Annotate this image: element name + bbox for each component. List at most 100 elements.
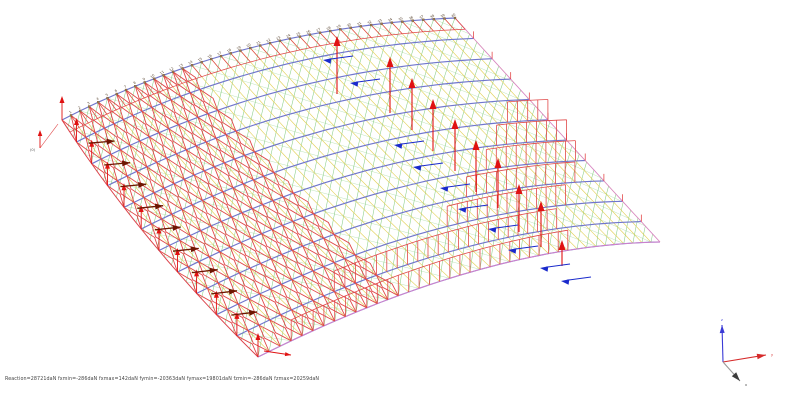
- chord-line: [444, 18, 652, 243]
- load-diamond-chain: [116, 93, 325, 327]
- edge-node-marker: [380, 22, 383, 25]
- flow-arrow-head: [350, 81, 359, 87]
- green-diagonal-line: [398, 25, 463, 296]
- edge-node-label: 24: [285, 33, 291, 39]
- edge-node-label: 21: [256, 40, 262, 46]
- green-diagonal-line: [163, 58, 212, 257]
- edge-node-label: 15: [197, 57, 203, 63]
- edge-comb-tooth: [360, 26, 372, 38]
- edge-comb-tooth: [444, 18, 455, 30]
- edge-node-label: 35: [398, 16, 404, 22]
- chord-line: [370, 24, 587, 248]
- load-comb-spine: [486, 140, 576, 150]
- edge-comb-tooth: [422, 19, 434, 32]
- load-diamond-chain: [107, 97, 314, 331]
- chord-line: [191, 64, 409, 293]
- edge-comb-tooth: [107, 97, 117, 111]
- reaction-arrow-span-head: [138, 182, 147, 188]
- edge-node-marker: [390, 21, 393, 24]
- edge-node-marker: [422, 18, 425, 21]
- flow-arrow-head: [488, 227, 497, 233]
- flow-arrow-shaft: [399, 140, 425, 145]
- edge-node-marker: [69, 114, 73, 117]
- chord-line: [70, 115, 270, 352]
- edge-node-label: 8: [133, 81, 137, 85]
- load-diamond-chain: [134, 86, 346, 317]
- triad-axis-x-label: x: [745, 383, 747, 387]
- edge-comb-tooth: [240, 50, 251, 63]
- load-comb-spine: [291, 229, 568, 321]
- edge-comb-tooth: [230, 53, 241, 65]
- green-diagonal-line: [201, 45, 261, 299]
- edge-node-label: 3: [86, 101, 90, 105]
- edge-node-marker: [162, 74, 165, 77]
- edge-comb-tooth: [144, 82, 155, 95]
- load-diamond-chain: [144, 82, 357, 313]
- edge-node-label: 27: [316, 27, 322, 33]
- flow-arrow-head: [540, 266, 549, 272]
- edge-comb-tooth: [279, 40, 291, 53]
- edge-node-label: 36: [408, 15, 414, 21]
- green-diagonal-line: [595, 185, 609, 247]
- chord-line: [79, 110, 281, 347]
- load-diamond-chain: [125, 89, 335, 322]
- edge-comb-tooth: [319, 32, 331, 45]
- chord-line: [211, 58, 430, 286]
- edge-node-label: 30: [346, 22, 352, 28]
- chord-line: [153, 78, 368, 309]
- load-comb-spine: [334, 208, 557, 272]
- chord-line: [116, 93, 325, 327]
- edge-node-marker: [88, 105, 91, 108]
- edge-comb-tooth: [182, 68, 193, 81]
- reaction-arrow-vertical-head: [333, 36, 341, 46]
- green-diagonal-line: [650, 233, 653, 243]
- green-diagonal-line: [459, 73, 507, 276]
- edge-node-marker: [200, 60, 203, 64]
- green-diagonal-line: [129, 75, 164, 215]
- reaction-arrow-span-head: [190, 246, 199, 253]
- span-curve: [91, 58, 493, 165]
- flow-arrow-shaft: [445, 183, 471, 188]
- edge-comb-tooth: [153, 78, 164, 91]
- span-curve: [196, 180, 604, 294]
- load-diamond-chain: [135, 85, 346, 317]
- edge-node-label: 10: [150, 73, 156, 79]
- chord-line: [107, 97, 314, 331]
- edge-node-marker: [78, 109, 82, 113]
- load-diamond-chain: [153, 78, 368, 309]
- edge-node-label: 33: [377, 18, 383, 24]
- edge-comb-tooth: [70, 115, 80, 128]
- edge-node-label: 28: [326, 26, 332, 32]
- chord-line: [144, 82, 357, 313]
- edge-comb-tooth: [259, 45, 271, 58]
- edge-comb-tooth: [340, 29, 351, 41]
- flow-arrow-shaft: [328, 55, 354, 60]
- edge-node-marker: [143, 81, 146, 84]
- edge-node-marker: [115, 92, 118, 96]
- triad-axis-y-head: [756, 353, 766, 360]
- edge-node-label: 34: [387, 17, 393, 23]
- reaction-arrow-vertical-head: [494, 158, 502, 168]
- flow-arrow-shaft: [493, 224, 519, 229]
- chord-line: [98, 102, 303, 336]
- corner-force-arrow-head: [37, 130, 43, 136]
- edge-comb-tooth: [61, 119, 71, 133]
- mesh-green-diagonals: [67, 17, 653, 358]
- chord-line: [299, 36, 520, 260]
- edge-node-label: 26: [305, 29, 311, 35]
- edge-node-marker: [124, 88, 128, 92]
- triad-axis-x-head: [731, 372, 740, 381]
- reaction-arrow-vertical-head: [429, 99, 437, 109]
- reaction-arrow-span-head: [228, 288, 237, 295]
- edge-node-marker: [339, 28, 342, 31]
- edge-node-marker: [97, 101, 100, 104]
- edge-comb-tooth: [201, 61, 212, 74]
- load-diamond-chain: [182, 68, 399, 297]
- load-diamond-chain: [61, 119, 259, 358]
- edge-node-label: 13: [178, 63, 184, 69]
- span-curve: [107, 78, 511, 187]
- edge-node-marker: [268, 41, 272, 45]
- reaction-arrow-left-head: [194, 269, 200, 277]
- edge-comb-tooth: [269, 42, 281, 55]
